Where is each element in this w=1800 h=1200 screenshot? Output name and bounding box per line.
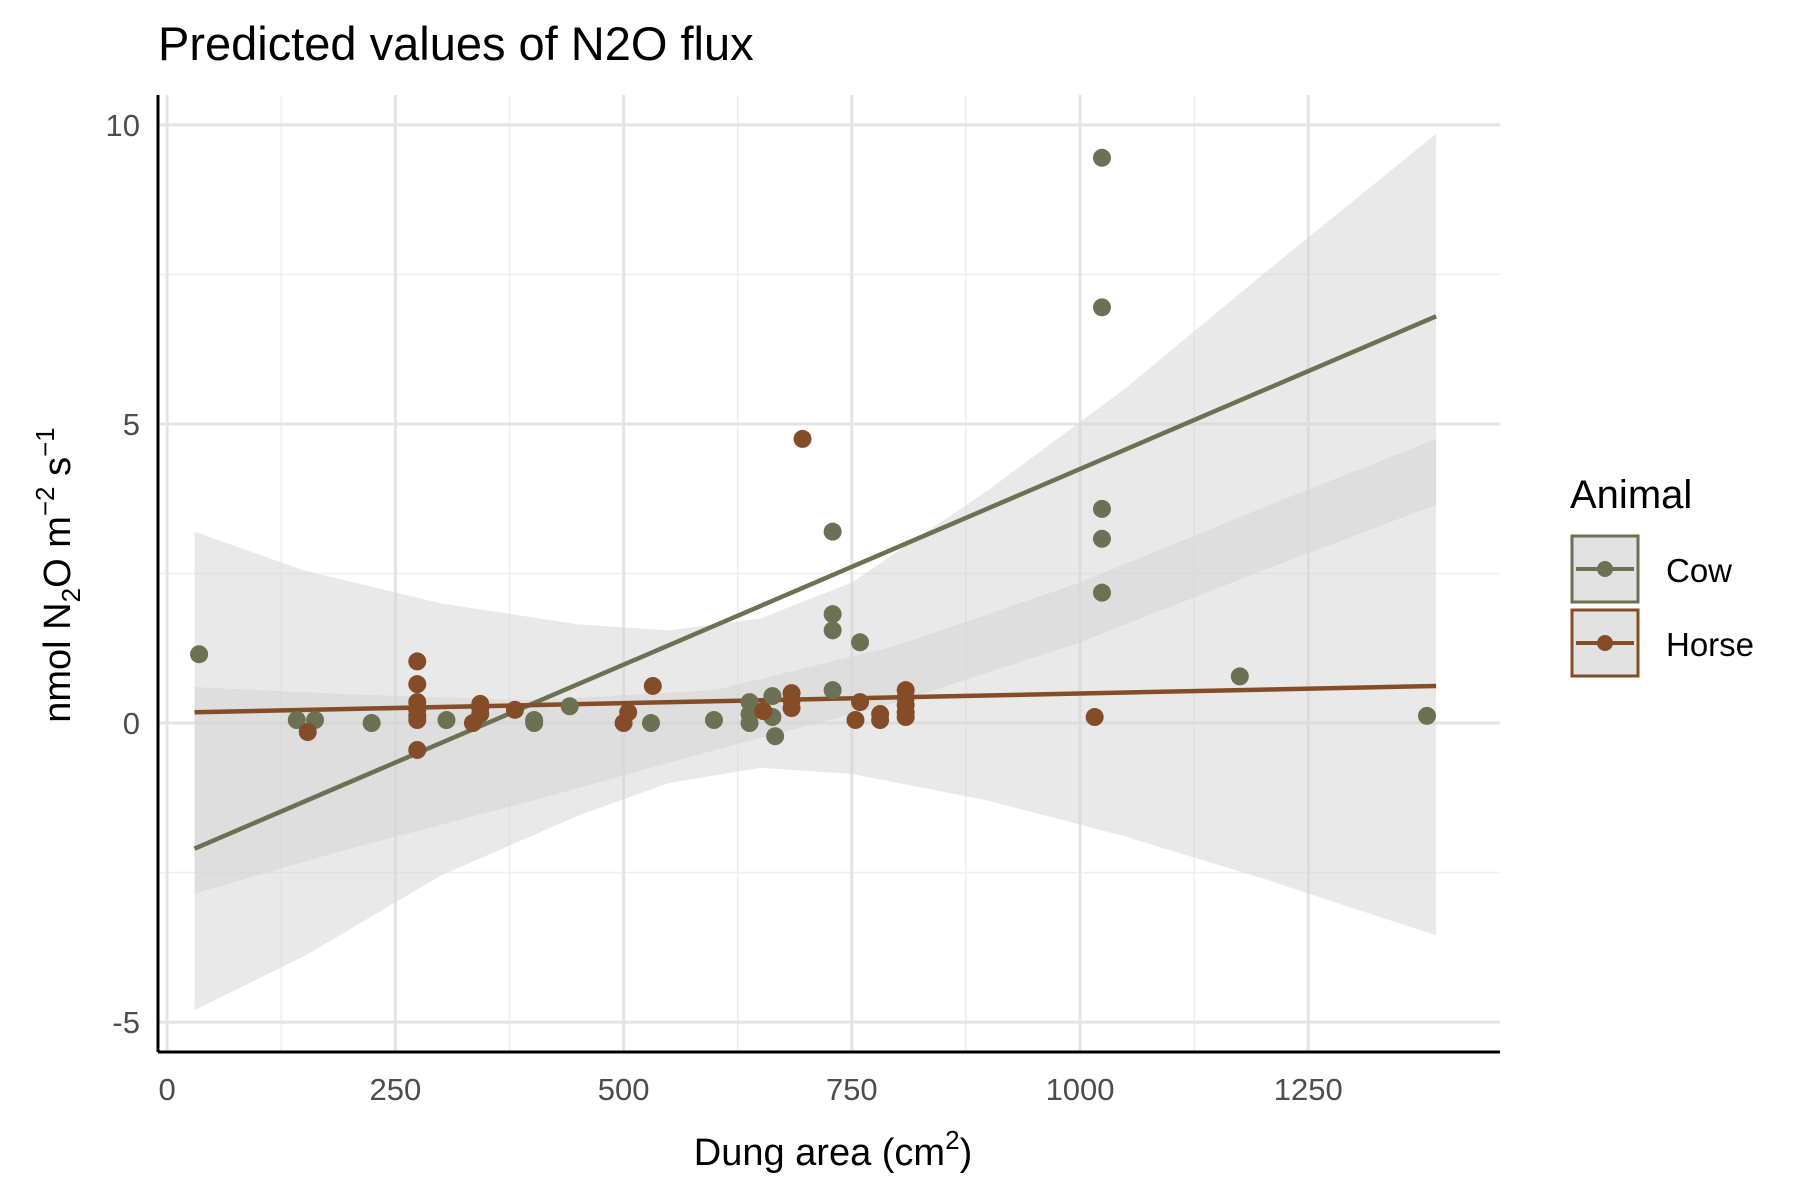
axes [156, 95, 1500, 1054]
x-axis-title-main: Dung area (cm [694, 1132, 945, 1174]
point-horse [643, 676, 662, 695]
tick-labels: 0 250 500 750 1000 1250 -5 0 5 10 [106, 108, 1343, 1107]
point-horse [505, 700, 524, 719]
point-cow [437, 711, 456, 730]
x-tick-label: 1250 [1274, 1072, 1343, 1107]
point-cow [1230, 667, 1249, 686]
x-tick-label: 1000 [1046, 1072, 1115, 1107]
y-tick-label: 10 [106, 108, 140, 143]
point-cow [766, 727, 785, 746]
fit-line-horse [194, 683, 1437, 715]
fit-lines [193, 314, 1437, 851]
point-cow [1092, 583, 1111, 602]
point-cow [1092, 529, 1111, 548]
point-horse [851, 693, 870, 712]
point-horse [896, 708, 915, 727]
point-horse [871, 711, 890, 730]
point-cow [704, 711, 723, 730]
point-cow [823, 605, 842, 624]
y-axis-title-a: nmol N [37, 602, 79, 722]
point-cow [1417, 706, 1436, 725]
data-points [190, 148, 1436, 759]
point-cow [823, 522, 842, 541]
y-axis-title-b: O m [37, 516, 79, 588]
point-horse [619, 703, 638, 722]
y-tick-label: 5 [123, 407, 140, 442]
legend-key-horse-dot [1597, 635, 1613, 651]
x-tick-label: 0 [159, 1072, 176, 1107]
y-axis-title-sub: 2 [56, 588, 86, 602]
y-axis-title-sup2: −1 [30, 427, 60, 457]
point-cow [362, 714, 381, 733]
point-horse [408, 675, 427, 694]
point-cow [1092, 148, 1111, 167]
confidence-ribbons [194, 133, 1437, 1011]
point-horse [754, 702, 773, 721]
y-tick-label: -5 [112, 1005, 140, 1040]
y-axis-title-c: s [37, 457, 79, 487]
point-cow [1092, 499, 1111, 518]
point-horse [782, 699, 801, 718]
x-tick-label: 500 [598, 1072, 650, 1107]
point-cow [823, 681, 842, 700]
legend-title: Animal [1570, 473, 1692, 517]
x-axis-title-close: ) [960, 1132, 973, 1174]
point-horse [793, 429, 812, 448]
point-cow [851, 633, 870, 652]
x-axis-title-sup: 2 [945, 1125, 959, 1155]
point-horse [1085, 708, 1104, 727]
y-axis-title-sup1: −2 [30, 486, 60, 516]
point-cow [763, 687, 782, 706]
legend-label-horse: Horse [1666, 626, 1754, 663]
y-axis-title: nmol N2O m−2 s−1 [30, 427, 86, 723]
x-tick-label: 250 [369, 1072, 421, 1107]
point-horse [408, 711, 427, 730]
point-cow [560, 697, 579, 716]
point-cow [287, 711, 306, 730]
point-cow [740, 714, 759, 733]
legend: Animal Cow Horse [1570, 473, 1754, 678]
point-horse [846, 711, 865, 730]
legend-item-horse: Horse [1570, 608, 1754, 678]
chart-title: Predicted values of N2O flux [158, 17, 754, 70]
point-cow [1092, 298, 1111, 317]
point-horse [471, 705, 490, 724]
x-tick-label: 750 [826, 1072, 878, 1107]
x-axis-title: Dung area (cm2) [694, 1125, 972, 1174]
ci-ribbon-horse [194, 438, 1437, 894]
point-cow [641, 714, 660, 733]
legend-key-cow-dot [1597, 561, 1613, 577]
legend-label-cow: Cow [1666, 552, 1732, 589]
point-horse [408, 652, 427, 671]
point-cow [823, 621, 842, 640]
legend-item-cow: Cow [1570, 534, 1732, 604]
point-horse [408, 740, 427, 759]
point-horse [298, 723, 317, 742]
fit-line-cow [193, 314, 1437, 851]
point-cow [190, 645, 209, 664]
y-tick-label: 0 [123, 706, 140, 741]
point-cow [525, 714, 544, 733]
